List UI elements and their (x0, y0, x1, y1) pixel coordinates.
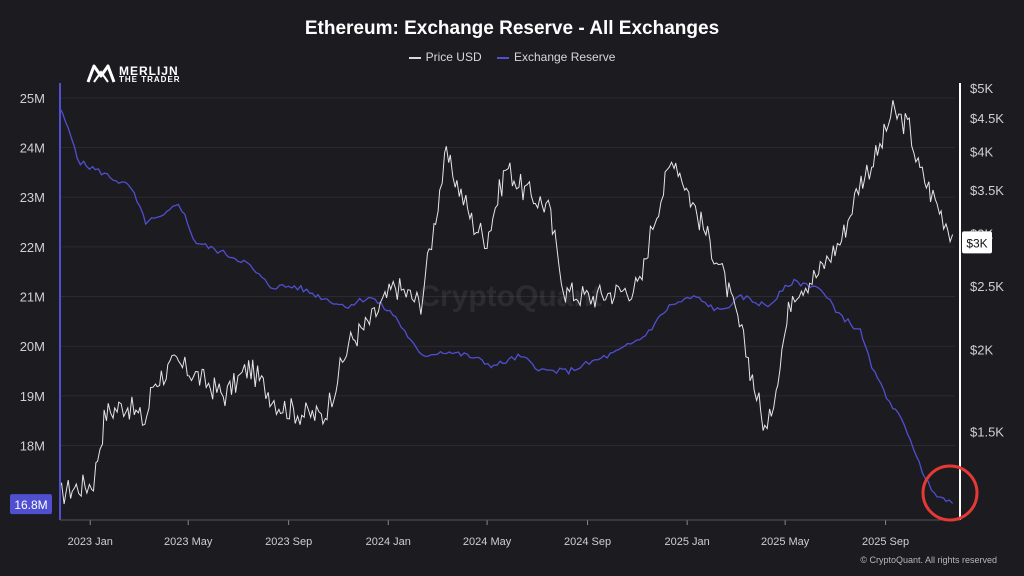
price-current-badge (962, 231, 992, 254)
y-left-tick-label: 25M (20, 91, 45, 106)
logo-line1: MERLIJN (119, 64, 179, 78)
logo-line2: THE TRADER (119, 75, 181, 84)
x-tick-label: 2024 Jan (366, 536, 411, 548)
x-tick-label: 2023 Sep (265, 536, 312, 548)
reserve-current-badge (10, 494, 52, 515)
x-tick-label: 2025 Sep (862, 536, 909, 548)
series-group (59, 100, 954, 505)
legend: Price USD Exchange Reserve (0, 50, 1024, 64)
y-left-tick-label: 20M (20, 339, 45, 354)
merlijn-logo: MERLIJN THE TRADER (86, 63, 198, 85)
merlijn-logo-icon (86, 64, 116, 83)
price-current-label: $3K (966, 236, 987, 250)
legend-item-price[interactable]: Price USD (408, 50, 482, 64)
legend-swatch-price (408, 56, 421, 59)
y-right-tick-label: $5K (970, 81, 993, 96)
legend-label-price: Price USD (425, 50, 482, 64)
x-tick-label: 2025 May (761, 536, 810, 548)
axis-labels: 25M 24M 23M 22M 21M 20M 19M 18M $5K $4.5K $4K $3.5K… (10, 81, 1004, 548)
legend-swatch-reserve (496, 56, 509, 59)
series-line-price (59, 100, 954, 505)
y-left-tick-label: 23M (20, 190, 45, 205)
y-left-tick-label: 18M (20, 439, 45, 454)
y-right-tick-label: $2K (970, 342, 993, 357)
y-left-tick-label: 19M (20, 389, 45, 404)
series-line-reserve (59, 108, 954, 504)
axes-group (59, 83, 961, 525)
reserve-current-label: 16.8M (14, 498, 47, 512)
x-tick-label: 2025 Jan (665, 536, 710, 548)
y-right-tick-label: $3.5K (970, 183, 1004, 198)
footer-copyright: © CryptoQuant. All rights reserved (860, 555, 997, 565)
y-left-tick-label: 21M (20, 290, 45, 305)
x-tick-label: 2023 May (164, 536, 213, 548)
x-tick-label: 2024 Sep (564, 536, 611, 548)
y-right-tick-label: $4.5K (970, 111, 1004, 126)
chart-title: Ethereum: Exchange Reserve - All Exchang… (304, 18, 720, 39)
y-left-tick-label: 24M (20, 141, 45, 156)
x-tick-label: 2024 May (463, 536, 512, 548)
watermark: CryptoQuant (418, 280, 601, 313)
highlight-circle (921, 464, 979, 522)
y-left-tick-label: 22M (20, 240, 45, 255)
chart-grid (60, 97, 955, 447)
x-tick-label: 2023 Jan (68, 536, 113, 548)
y-right-tick-label: $1.5K (970, 425, 1004, 440)
legend-item-reserve[interactable]: Exchange Reserve (496, 50, 616, 64)
y-right-tick-label: $2.5K (970, 279, 1004, 294)
legend-label-reserve: Exchange Reserve (513, 50, 616, 64)
y-right-tick-label: $4K (970, 145, 993, 160)
